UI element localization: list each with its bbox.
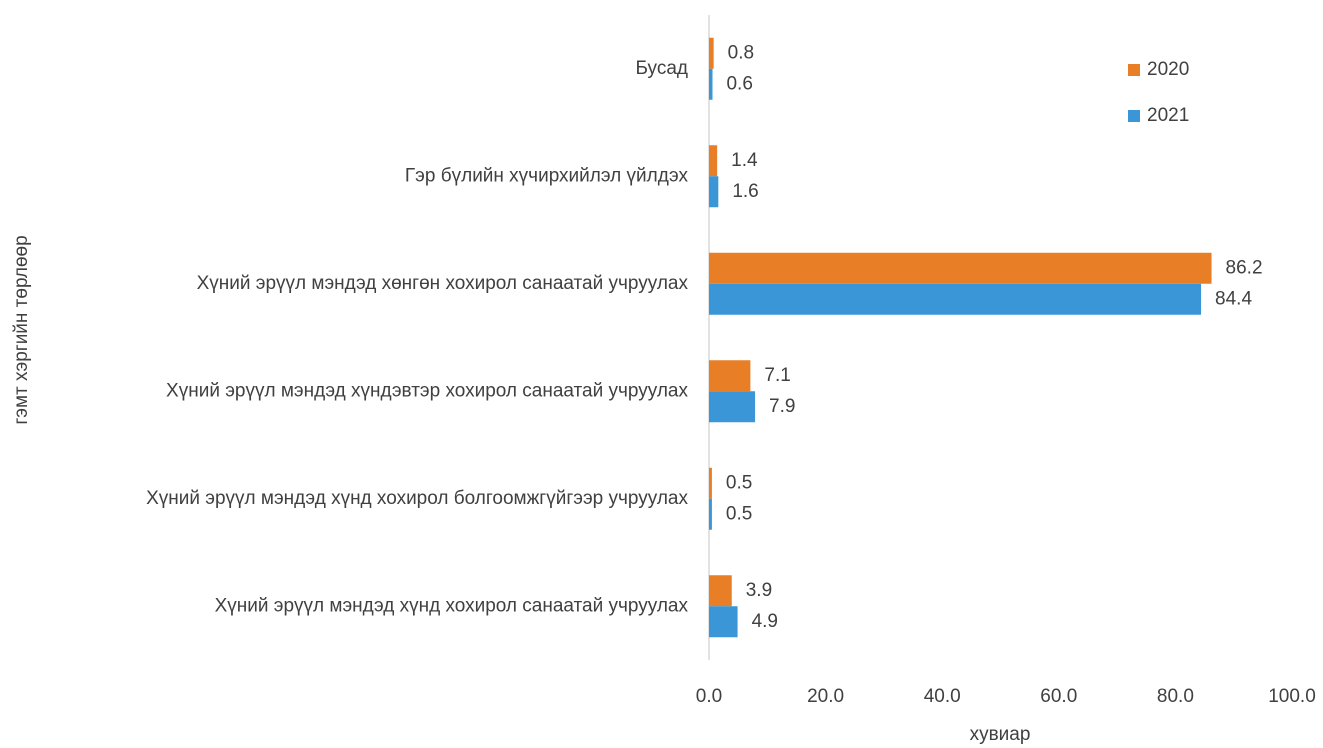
y-tick-label: Бусад xyxy=(636,58,689,79)
bar xyxy=(709,391,756,423)
x-tick-label: 80.0 xyxy=(1157,686,1194,707)
y-tick-label: Хүний эрүүл мэндэд хүнд хохирол санаатай… xyxy=(215,595,689,616)
data-label: 7.1 xyxy=(764,365,790,386)
y-tick-label: Хүний эрүүл мэндэд хүнд хохирол болгоомж… xyxy=(146,488,688,509)
data-label: 1.6 xyxy=(732,181,758,202)
data-label: 0.5 xyxy=(726,472,752,493)
data-label: 84.4 xyxy=(1215,288,1252,309)
bar xyxy=(709,360,751,392)
data-label: 86.2 xyxy=(1226,257,1263,278)
bar xyxy=(709,575,732,607)
bar xyxy=(709,606,738,638)
legend-label: 2021 xyxy=(1147,105,1189,126)
data-label: 7.9 xyxy=(769,396,795,417)
bar xyxy=(709,498,712,530)
x-tick-label: 100.0 xyxy=(1268,686,1316,707)
bar xyxy=(709,68,713,100)
bar xyxy=(709,252,1212,284)
data-label: 1.4 xyxy=(731,150,758,171)
x-tick-label: 40.0 xyxy=(924,686,961,707)
y-axis-label: гэмт хэргийн төрлөөр xyxy=(11,235,32,424)
y-tick-label: Хүний эрүүл мэндэд хүндэвтэр хохирол сан… xyxy=(166,380,688,401)
bar xyxy=(709,467,712,499)
bar xyxy=(709,176,719,208)
y-tick-label: Гэр бүлийн хүчирхийлэл үйлдэх xyxy=(405,165,689,186)
bar xyxy=(709,37,714,69)
data-label: 0.8 xyxy=(728,42,754,63)
legend-label: 2020 xyxy=(1147,59,1189,80)
x-tick-label: 20.0 xyxy=(807,686,844,707)
bar xyxy=(709,283,1202,315)
data-label: 4.9 xyxy=(752,611,778,632)
x-tick-label: 60.0 xyxy=(1040,686,1077,707)
legend-swatch xyxy=(1128,64,1140,76)
data-label: 0.5 xyxy=(726,503,752,524)
data-label: 0.6 xyxy=(726,73,752,94)
data-label: 3.9 xyxy=(746,580,772,601)
legend-swatch xyxy=(1128,110,1140,122)
bar xyxy=(709,145,718,177)
y-tick-label: Хүний эрүүл мэндэд хөнгөн хохирол санаат… xyxy=(197,273,689,294)
x-axis-label: хувиар xyxy=(970,724,1031,745)
x-tick-label: 0.0 xyxy=(696,686,722,707)
